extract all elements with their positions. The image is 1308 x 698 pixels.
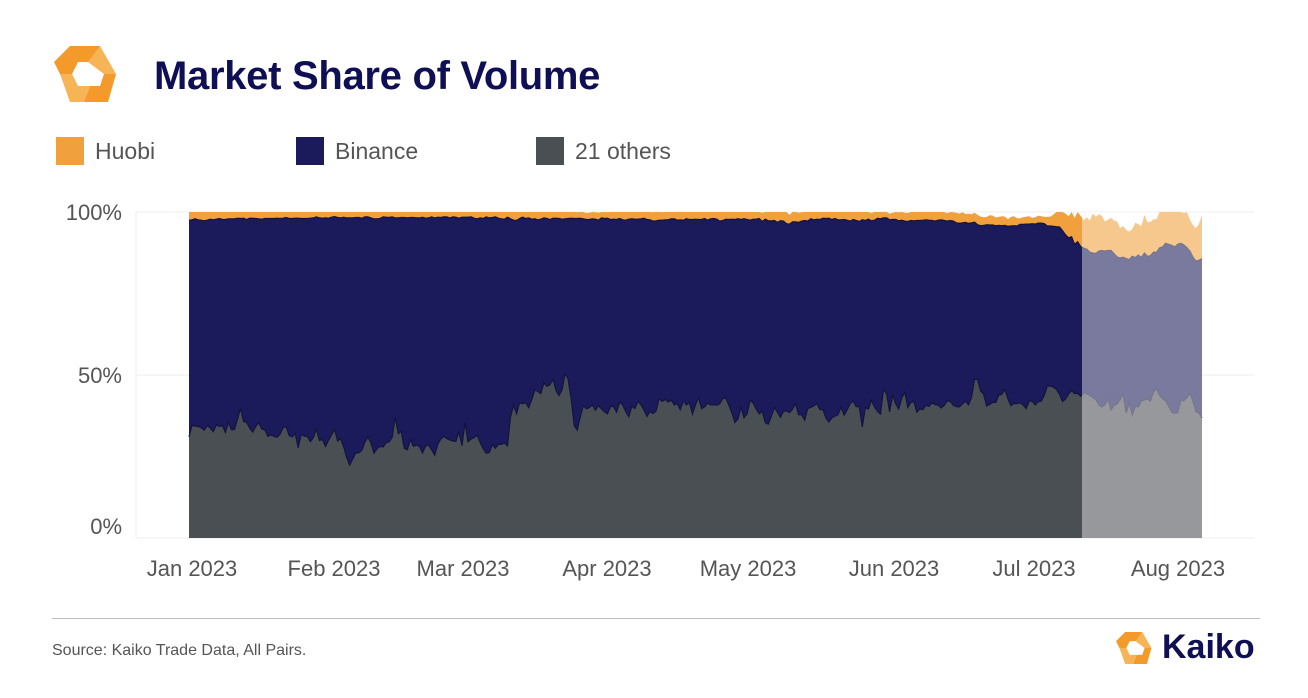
chart-title: Market Share of Volume [154, 54, 601, 98]
boundary-line-binance [188, 215, 1203, 262]
area-others [189, 373, 1202, 538]
legend-item-huobi: Huobi [56, 137, 155, 165]
area-binance [189, 216, 1202, 465]
y-tick-label-0: 0% [90, 514, 122, 539]
x-tick-label: Jan 2023 [147, 556, 238, 581]
x-tick-label: Jul 2023 [992, 556, 1075, 581]
brand-logo: Kaiko [1116, 628, 1255, 667]
x-tick-label: May 2023 [700, 556, 797, 581]
x-tick-label: Apr 2023 [562, 556, 651, 581]
y-tick-label-50: 50% [78, 363, 122, 388]
legend-swatch-binance [296, 137, 324, 165]
x-tick-label: Feb 2023 [288, 556, 381, 581]
legend-swatch-huobi [56, 137, 84, 165]
area-huobi [189, 212, 1202, 262]
source-note: Source: Kaiko Trade Data, All Pairs. [52, 642, 307, 659]
recent-period-highlight [1082, 212, 1202, 538]
kaiko-hexagon-logo [54, 46, 116, 102]
legend-label-huobi: Huobi [95, 137, 156, 164]
legend-item-others: 21 others [536, 137, 671, 165]
footer-divider [52, 618, 1260, 619]
legend-label-others: 21 others [575, 137, 671, 164]
legend-item-binance: Binance [296, 137, 418, 165]
x-tick-label: Jun 2023 [849, 556, 940, 581]
y-tick-label-100: 100% [66, 200, 122, 225]
area-chart: 0% 50% 100% Jan 2023 Feb 2023 Mar 2023 Apr 202… [66, 200, 1254, 581]
x-tick-label: Mar 2023 [417, 556, 510, 581]
kaiko-small-logo-icon [1116, 631, 1152, 664]
boundary-line-others [188, 371, 1203, 467]
legend-label-binance: Binance [335, 137, 419, 164]
x-tick-label: Aug 2023 [1131, 556, 1225, 581]
brand-name: Kaiko [1162, 628, 1255, 666]
legend-swatch-others [536, 137, 564, 165]
kaiko-logo-icon [54, 42, 124, 106]
